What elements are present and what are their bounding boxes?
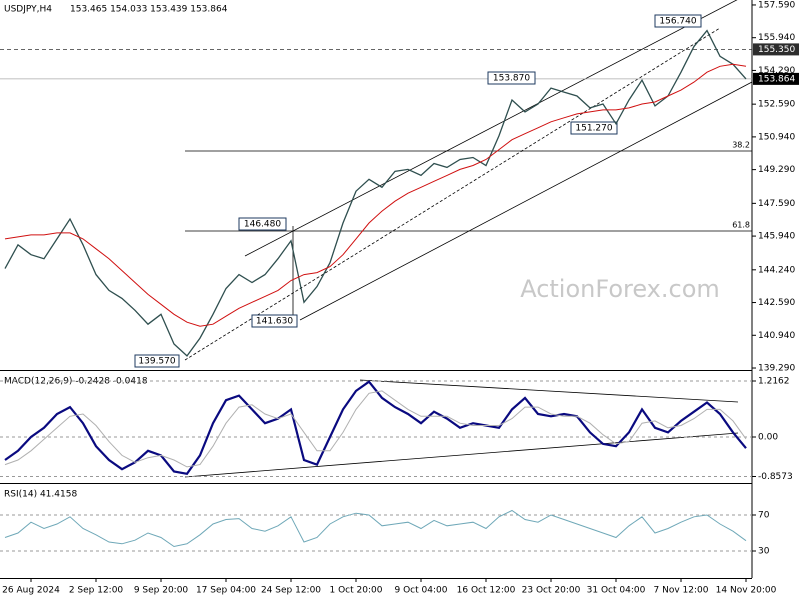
y-tick-label: 157.590: [758, 0, 795, 10]
x-tick-label: 14 Nov 20:00: [716, 586, 777, 596]
y-tick-label: 150.940: [758, 132, 795, 142]
y-tick-label: 142.590: [758, 298, 795, 308]
y-tick-label: 154.290: [758, 66, 795, 76]
series-line: [4, 63, 747, 327]
y-tick-label: 70: [758, 510, 770, 520]
y-tick-label: 1.2162: [758, 376, 790, 386]
x-tick-label: 24 Sep 12:00: [261, 586, 321, 596]
annotation: 141.630: [256, 317, 293, 327]
x-tick-label: 23 Oct 20:00: [522, 586, 581, 596]
y-tick-label: 140.940: [758, 331, 795, 341]
macd-trend-lower: [184, 432, 739, 478]
watermark: ActionForex.com: [520, 275, 720, 303]
channel-lower: [299, 81, 753, 321]
series-line: [4, 29, 747, 357]
y-tick-label: 30: [758, 546, 770, 556]
ohlc-values: 153.465 154.033 153.439 153.864: [70, 5, 228, 15]
annotation: 146.480: [244, 220, 281, 230]
y-tick-label: 152.590: [758, 100, 795, 110]
y-tick-label: 147.590: [758, 199, 795, 209]
rsi-title: RSI(14) 41.4158: [4, 490, 77, 500]
y-tick-label: 0.00: [758, 433, 778, 443]
channel-upper: [244, 0, 738, 257]
price-tag: [753, 43, 799, 56]
annotation: 156.740: [659, 17, 696, 27]
x-tick-label: 1 Oct 20:00: [330, 586, 383, 596]
annotation-box: [487, 71, 536, 85]
series-line: [4, 509, 747, 548]
price-tag-label: 153.864: [758, 74, 795, 84]
fib-label: 61.8: [732, 221, 750, 230]
price-tag-label: 155.350: [758, 45, 795, 55]
annotation: 139.570: [138, 357, 175, 367]
trend-lines: [184, 0, 753, 478]
annotation-box: [570, 121, 618, 135]
macd-trend-upper: [359, 379, 739, 403]
x-tick-label: 16 Oct 12:00: [457, 586, 516, 596]
y-tick-label: 145.940: [758, 232, 795, 242]
x-tick-label: 17 Sep 04:00: [196, 586, 256, 596]
annotation-box: [251, 314, 298, 328]
price-tag: [753, 72, 799, 85]
y-tick-label: -0.8573: [758, 472, 793, 482]
y-tick-label: 149.290: [758, 165, 795, 175]
x-tick-label: 9 Sep 20:00: [134, 586, 189, 596]
chart-title: USDJPY,H4: [4, 5, 52, 15]
y-tick-label: 139.290: [758, 364, 795, 374]
x-tick-label: 9 Oct 04:00: [395, 586, 448, 596]
x-tick-label: 26 Aug 2024: [2, 586, 60, 596]
x-tick-label: 2 Sep 12:00: [69, 586, 124, 596]
macd-title: MACD(12,26,9) -0.2428 -0.0418: [4, 377, 148, 387]
annotation-box: [134, 354, 180, 368]
y-tick-label: 155.940: [758, 33, 795, 43]
x-tick-label: 31 Oct 04:00: [587, 586, 646, 596]
series-line: [4, 390, 747, 468]
annotation-box: [238, 217, 287, 231]
series-line: [4, 380, 747, 476]
annotation: 153.870: [493, 74, 530, 84]
y-tick-label: 144.240: [758, 265, 795, 275]
annotation-box: [654, 14, 702, 28]
x-tick-label: 7 Nov 12:00: [654, 586, 709, 596]
annotation: 151.270: [575, 124, 612, 134]
fib-label: 38.2: [732, 141, 750, 150]
